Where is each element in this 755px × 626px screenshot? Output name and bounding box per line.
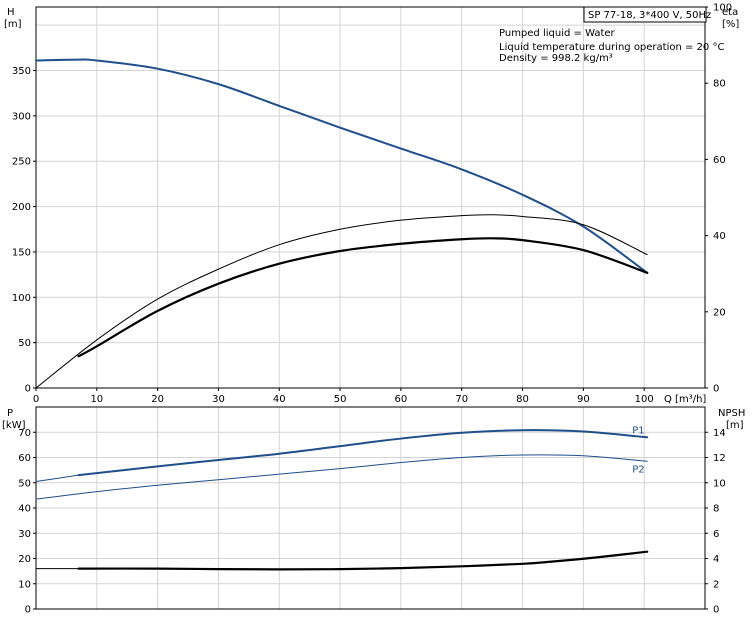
left-tick-label: 40	[18, 504, 31, 515]
model-label: SP 77-18, 3*400 V, 50Hz	[588, 10, 711, 21]
series-line-1-1	[77, 429, 649, 477]
plot-frame	[35, 6, 706, 389]
x-tick-label: 50	[334, 394, 347, 405]
top-axis-titles: H [m] eta [%] Q [m³/h]	[4, 7, 739, 405]
head-axis-title: H	[7, 7, 15, 18]
info-density: Density = 998.2 kg/m³	[499, 53, 613, 64]
power-axis-title: P	[7, 408, 13, 419]
series-line-1-0	[35, 474, 80, 482]
flow-axis-label: Q [m³/h]	[664, 394, 706, 405]
series-line-0-0	[35, 58, 649, 274]
eta-axis-title: eta	[722, 7, 738, 18]
series-line-0-1	[35, 214, 648, 389]
left-tick-label: 20	[18, 554, 31, 565]
left-tick-label: 350	[12, 66, 31, 77]
power-axis-unit: [kW]	[2, 420, 26, 431]
right-tick-label: 40	[713, 231, 726, 242]
left-tick-label: 0	[25, 384, 31, 395]
left-tick-label: 10	[18, 579, 31, 590]
series-label-p2: P2	[632, 464, 644, 475]
npsh-axis-title: NPSH	[718, 408, 745, 419]
right-tick-label: 60	[713, 155, 726, 166]
right-tick-label: 10	[713, 478, 726, 489]
left-tick-label: 50	[18, 478, 31, 489]
series-label-p1: P1	[632, 425, 644, 436]
left-tick-label: 60	[18, 453, 31, 464]
eta-axis-unit: [%]	[722, 19, 739, 30]
right-tick-label: 0	[713, 384, 719, 395]
left-tick-label: 150	[12, 247, 31, 258]
right-tick-label: 8	[713, 504, 719, 515]
x-tick-label: 40	[273, 394, 286, 405]
left-tick-label: 200	[12, 202, 31, 213]
left-tick-label: 100	[12, 293, 31, 304]
series-line-0-2	[77, 237, 649, 358]
info-pumped-liquid: Pumped liquid = Water	[499, 28, 616, 39]
left-tick-label: 50	[18, 338, 31, 349]
model-label-box	[583, 6, 707, 23]
x-tick-label: 0	[33, 394, 39, 405]
info-temperature: Liquid temperature during operation = 20…	[499, 42, 724, 53]
left-tick-label: 0	[25, 605, 31, 616]
x-tick-label: 100	[635, 394, 654, 405]
right-tick-label: 12	[713, 453, 726, 464]
x-tick-label: 60	[395, 394, 408, 405]
right-tick-label: 100	[713, 3, 732, 14]
power-npsh-panel: 0 10 20 30 40 50 60 70 0 2 4 6 8 10 12 14 P1 P2	[18, 406, 726, 616]
bottom-axis-titles: P [kW] NPSH [m]	[2, 408, 745, 431]
x-tick-label: 30	[212, 394, 225, 405]
x-tick-label: 90	[577, 394, 590, 405]
right-tick-label: 14	[713, 428, 726, 439]
x-tick-label: 10	[90, 394, 103, 405]
head-axis-unit: [m]	[4, 19, 22, 30]
left-tick-label: 300	[12, 111, 31, 122]
x-tick-label: 80	[516, 394, 529, 405]
right-tick-label: 4	[713, 554, 719, 565]
head-efficiency-panel: 0 50 100 150 200 250 300 350 0 20 40 60 80 100 0 10 20 30…	[12, 3, 732, 406]
left-tick-label: 250	[12, 157, 31, 168]
right-tick-label: 6	[713, 529, 719, 540]
x-tick-label: 70	[455, 394, 468, 405]
series-line-1-4	[77, 550, 649, 571]
right-tick-label: 20	[713, 307, 726, 318]
left-tick-label: 70	[18, 428, 31, 439]
right-tick-label: 0	[713, 605, 719, 616]
x-tick-label: 20	[151, 394, 164, 405]
series-line-1-2	[35, 454, 648, 500]
left-tick-label: 30	[18, 529, 31, 540]
right-tick-label: 2	[713, 579, 719, 590]
npsh-axis-unit: [m]	[726, 420, 744, 431]
info-box: SP 77-18, 3*400 V, 50Hz Pumped liquid = …	[499, 6, 724, 64]
right-tick-label: 80	[713, 79, 726, 90]
